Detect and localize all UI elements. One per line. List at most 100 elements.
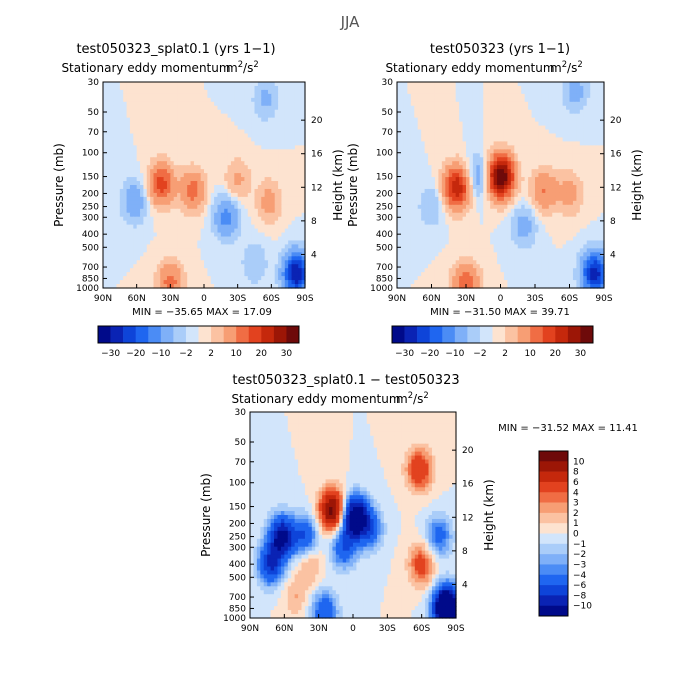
contour-cell xyxy=(291,129,296,135)
contour-cell xyxy=(562,173,567,178)
contour-cell xyxy=(116,113,121,119)
contour-cell xyxy=(241,105,245,111)
contour-cell xyxy=(160,232,165,238)
contour-cell xyxy=(514,117,519,123)
contour-cell xyxy=(264,280,269,285)
contour-cell xyxy=(472,125,477,131)
contour-cell xyxy=(261,141,266,146)
contour-cell xyxy=(500,169,505,174)
contour-cell xyxy=(566,185,571,190)
contour-cell xyxy=(261,264,266,269)
contour-cell xyxy=(421,192,426,198)
contour-cell xyxy=(434,93,439,99)
contour-cell xyxy=(247,101,252,107)
contour-cell xyxy=(143,97,148,103)
contour-cell xyxy=(183,125,188,131)
contour-cell xyxy=(190,121,195,127)
contour-cell xyxy=(200,224,205,230)
contour-cell xyxy=(267,177,272,182)
contour-cell xyxy=(210,181,215,186)
contour-cell xyxy=(247,284,252,289)
contour-cell xyxy=(133,192,138,198)
contour-cell xyxy=(241,129,245,135)
contour-cell xyxy=(597,82,602,87)
contour-cell xyxy=(230,252,235,257)
contour-cell xyxy=(257,109,262,115)
contour-cell xyxy=(126,212,131,218)
contour-cell xyxy=(521,105,526,111)
contour-cell xyxy=(414,188,419,194)
contour-cell xyxy=(397,177,402,182)
contour-cell xyxy=(555,161,560,166)
contour-cell xyxy=(220,268,225,273)
contour-cell xyxy=(190,169,195,174)
contour-cell xyxy=(264,185,269,190)
contour-cell xyxy=(119,236,124,242)
contour-cell xyxy=(284,188,289,194)
contour-cell xyxy=(524,141,529,146)
contour-cell xyxy=(146,149,151,154)
contour-cell xyxy=(555,89,560,95)
contour-cell xyxy=(472,113,477,119)
colorbar-label: 20 xyxy=(256,349,268,359)
contour-cell xyxy=(566,129,571,135)
contour-cell xyxy=(590,157,595,162)
contour-cell xyxy=(251,173,256,178)
contour-cell xyxy=(109,89,114,95)
contour-cell xyxy=(278,105,283,111)
contour-cell xyxy=(129,276,134,281)
contour-cell xyxy=(291,264,296,269)
contour-cell xyxy=(113,177,118,182)
contour-cell xyxy=(220,82,225,87)
contour-cell xyxy=(106,212,111,218)
contour-cell xyxy=(288,268,293,273)
contour-cell xyxy=(224,141,229,146)
contour-cell xyxy=(434,165,439,170)
contour-cell xyxy=(129,145,134,150)
contour-cell xyxy=(590,188,595,194)
contour-cell xyxy=(109,220,114,226)
contour-cell xyxy=(109,157,114,162)
contour-cell xyxy=(448,177,453,182)
contour-cell xyxy=(445,192,450,198)
contour-cell xyxy=(177,121,182,127)
contour-cell xyxy=(281,145,286,150)
contour-cell xyxy=(431,192,436,198)
contour-cell xyxy=(301,264,306,269)
contour-cell xyxy=(109,93,114,99)
contour-cell xyxy=(403,181,408,186)
contour-cell xyxy=(466,117,471,123)
contour-cell xyxy=(291,121,296,127)
contour-cell xyxy=(600,141,605,146)
contour-cell xyxy=(445,129,450,135)
contour-cell xyxy=(428,192,433,198)
contour-cell xyxy=(106,153,111,158)
contour-cell xyxy=(267,181,272,186)
contour-cell xyxy=(116,117,121,123)
contour-cell xyxy=(524,89,529,95)
contour-cell xyxy=(193,149,198,154)
contour-cell xyxy=(237,236,242,242)
contour-cell xyxy=(173,212,178,218)
contour-cell xyxy=(254,196,259,202)
contour-cell xyxy=(133,264,138,269)
contour-cell xyxy=(528,93,533,99)
contour-cell xyxy=(278,101,283,107)
contour-cell xyxy=(143,82,148,87)
contour-cell xyxy=(109,125,114,131)
contour-cell xyxy=(264,82,269,87)
contour-cell xyxy=(247,153,252,158)
contour-cell xyxy=(583,105,588,111)
contour-cell xyxy=(200,101,205,107)
contour-cell xyxy=(146,109,151,115)
contour-cell xyxy=(455,117,460,123)
contour-cell xyxy=(472,169,477,174)
contour-cell xyxy=(247,89,252,95)
contour-cell xyxy=(583,117,588,123)
contour-cell xyxy=(510,157,515,162)
contour-cell xyxy=(247,157,252,162)
contour-cell xyxy=(166,228,171,234)
contour-cell xyxy=(207,85,212,91)
contour-cell xyxy=(448,105,453,111)
contour-cell xyxy=(204,216,208,222)
